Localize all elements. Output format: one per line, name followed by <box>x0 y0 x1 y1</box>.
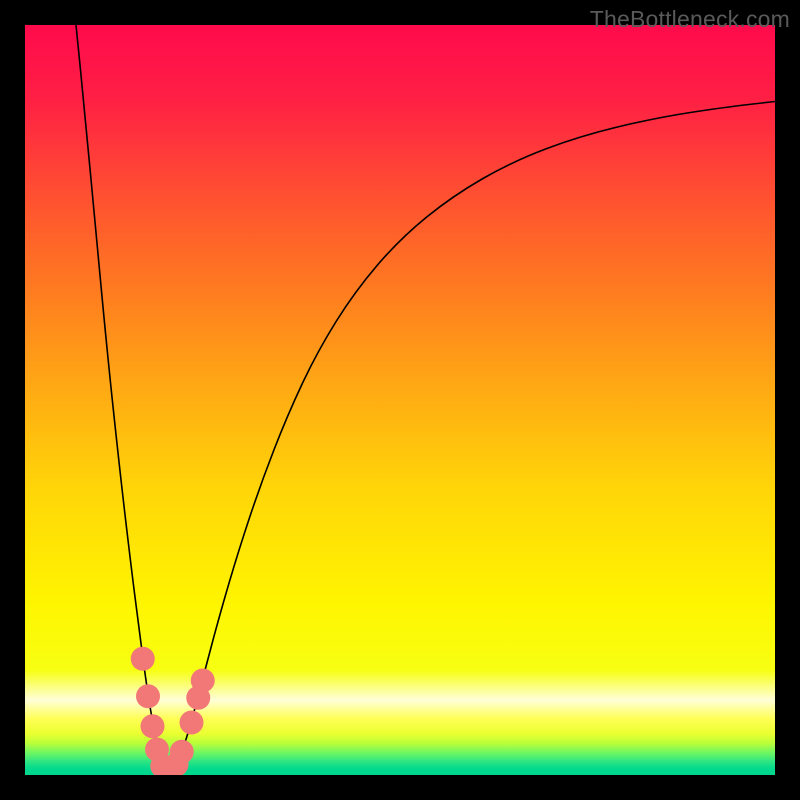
chart-frame: TheBottleneck.com <box>0 0 800 800</box>
marker-point <box>191 669 215 693</box>
marker-point <box>131 647 155 671</box>
watermark-text: TheBottleneck.com <box>590 6 790 33</box>
marker-point <box>136 684 160 708</box>
marker-point <box>170 740 194 764</box>
marker-point <box>141 714 165 738</box>
plot-svg <box>25 25 775 775</box>
marker-point <box>180 711 204 735</box>
plot-area <box>25 25 775 775</box>
